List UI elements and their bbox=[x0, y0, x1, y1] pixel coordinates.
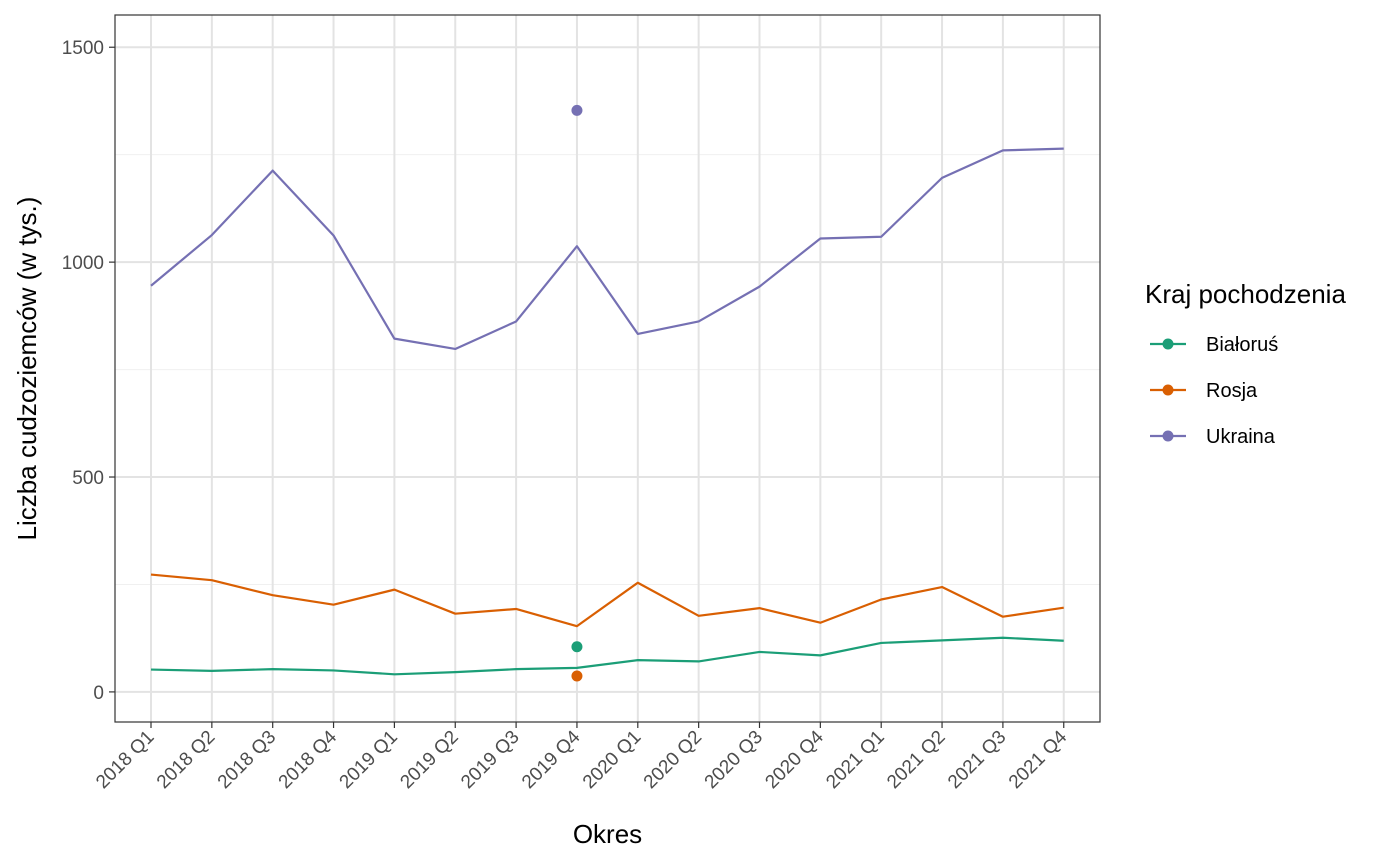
legend-item: Białoruś bbox=[1150, 334, 1278, 356]
x-tick-label: 2018 Q2 bbox=[153, 727, 219, 793]
legend-key-point bbox=[1162, 384, 1174, 396]
x-tick-label: 2018 Q3 bbox=[214, 727, 280, 793]
y-axis-ticks: 0 500 1000 1500 bbox=[62, 38, 115, 704]
data-point-Białoruś bbox=[571, 641, 583, 653]
x-tick-label: 2018 Q4 bbox=[275, 726, 342, 793]
legend-label: Ukraina bbox=[1206, 426, 1276, 448]
x-tick-label: 2020 Q2 bbox=[640, 727, 706, 793]
x-tick-label: 2019 Q1 bbox=[336, 727, 402, 793]
plot-panel-border bbox=[114, 14, 1101, 723]
series-line-Rosja bbox=[150, 573, 1064, 628]
x-tick-label: 2021 Q2 bbox=[883, 727, 949, 793]
series-points bbox=[571, 104, 583, 682]
x-tick-label: 2020 Q4 bbox=[761, 726, 828, 793]
x-axis-title: Okres bbox=[573, 819, 642, 849]
grid-minor bbox=[115, 154, 1100, 585]
legend-key-point bbox=[1162, 430, 1174, 442]
x-tick-label: 2019 Q2 bbox=[396, 727, 462, 793]
legend-title: Kraj pochodzenia bbox=[1145, 279, 1346, 309]
series-line-Białoruś bbox=[150, 636, 1064, 676]
series-lines bbox=[150, 147, 1064, 676]
legend-label: Białoruś bbox=[1206, 334, 1278, 356]
legend-item: Rosja bbox=[1150, 380, 1258, 402]
legend-key-point bbox=[1162, 338, 1174, 350]
x-tick-label: 2018 Q1 bbox=[92, 727, 158, 793]
y-tick-label: 0 bbox=[93, 683, 104, 704]
series-line-Ukraina bbox=[150, 147, 1064, 351]
x-tick-label: 2020 Q3 bbox=[701, 727, 767, 793]
grid-major bbox=[115, 15, 1100, 722]
legend-item: Ukraina bbox=[1150, 426, 1276, 448]
legend: Kraj pochodzenia Białoruś Rosja Ukraina bbox=[1145, 279, 1346, 448]
x-tick-label: 2021 Q1 bbox=[822, 727, 888, 793]
y-tick-label: 1000 bbox=[62, 253, 104, 274]
x-tick-label: 2019 Q3 bbox=[457, 727, 523, 793]
data-point-Rosja bbox=[571, 670, 583, 682]
x-tick-label: 2021 Q3 bbox=[944, 727, 1010, 793]
x-tick-label: 2019 Q4 bbox=[518, 726, 585, 793]
legend-label: Rosja bbox=[1206, 380, 1258, 402]
y-tick-label: 1500 bbox=[62, 38, 104, 59]
x-tick-label: 2020 Q1 bbox=[579, 727, 645, 793]
y-tick-label: 500 bbox=[72, 468, 104, 489]
x-tick-label: 2021 Q4 bbox=[1005, 726, 1072, 793]
y-axis-title: Liczba cudzoziemców (w tys.) bbox=[12, 197, 42, 541]
data-point-Ukraina bbox=[571, 104, 583, 116]
